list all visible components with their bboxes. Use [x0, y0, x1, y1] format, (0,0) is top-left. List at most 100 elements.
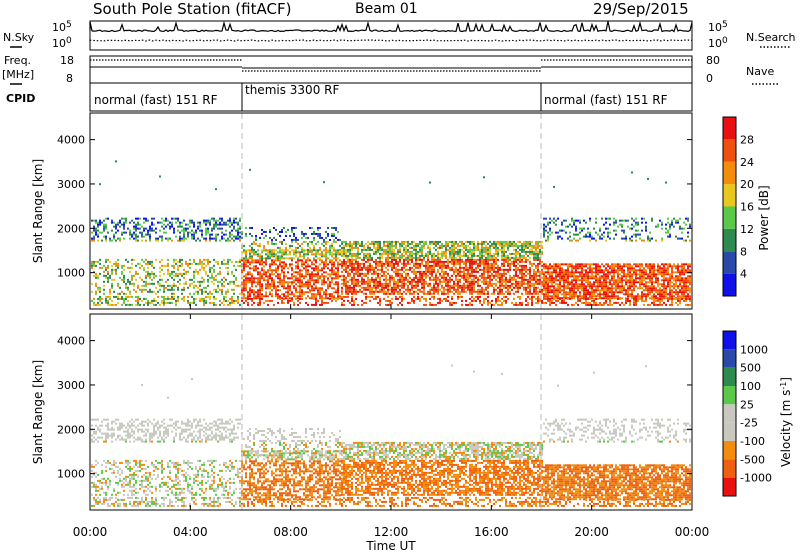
- range-cell: [527, 292, 529, 295]
- range-cell: [585, 271, 587, 274]
- nsky-exp-lo: 100: [52, 36, 72, 50]
- range-cell: [343, 250, 345, 253]
- range-cell: [565, 301, 567, 304]
- range-cell: [199, 260, 201, 263]
- range-cell: [575, 229, 577, 232]
- range-cell: [373, 272, 375, 275]
- range-cell: [429, 292, 431, 295]
- range-cell: [401, 240, 403, 243]
- freq-unit: [MHz]: [2, 68, 34, 81]
- range-cell: [495, 248, 497, 251]
- range-cell: [521, 256, 523, 259]
- range-cell: [439, 260, 441, 263]
- range-cell: [265, 283, 267, 286]
- range-cell: [215, 221, 217, 224]
- range-cell: [403, 240, 405, 243]
- range-cell: [459, 240, 461, 243]
- range-cell: [533, 270, 535, 273]
- range-cell: [321, 297, 323, 300]
- range-cell: [167, 278, 169, 281]
- range-cell: [609, 281, 611, 284]
- range-cell: [529, 266, 531, 269]
- range-cell: [471, 250, 473, 253]
- range-cell: [595, 279, 597, 282]
- range-cell: [303, 293, 305, 296]
- range-cell: [421, 248, 423, 251]
- range-cell: [323, 244, 325, 247]
- range-cell: [613, 263, 615, 266]
- range-cell: [305, 273, 307, 276]
- range-cell: [405, 244, 407, 247]
- range-cell: [383, 250, 385, 253]
- range-cell: [385, 292, 387, 295]
- range-cell: [271, 242, 273, 245]
- range-cell: [295, 265, 297, 268]
- range-cell: [471, 292, 473, 295]
- range-cell: [117, 301, 119, 304]
- range-cell: [353, 292, 355, 295]
- range-cell: [489, 276, 491, 279]
- range-cell: [223, 280, 225, 283]
- range-cell: [251, 275, 253, 278]
- range-cell: [571, 225, 573, 228]
- range-cell: [383, 288, 385, 291]
- range-cell: [269, 257, 271, 260]
- range-cell: [613, 223, 615, 226]
- range-cell: [541, 276, 543, 279]
- range-cell: [95, 276, 97, 279]
- range-cell: [399, 288, 401, 291]
- range-cell: [433, 276, 435, 279]
- range-cell: [387, 299, 389, 302]
- range-cell: [557, 283, 559, 286]
- range-cell: [259, 261, 261, 264]
- range-cell: [241, 251, 243, 254]
- range-cell: [483, 299, 485, 302]
- range-cell: [483, 258, 485, 261]
- range-cell: [451, 260, 453, 263]
- range-cell: [241, 299, 243, 302]
- range-cell: [275, 293, 277, 296]
- range-cell: [491, 303, 493, 306]
- range-cell: [265, 291, 267, 294]
- range-cell: [111, 303, 113, 306]
- range-cell: [323, 277, 325, 280]
- range-cell: [313, 267, 315, 270]
- range-cell: [251, 248, 253, 251]
- range-cell: [167, 239, 169, 242]
- range-cell: [209, 219, 211, 222]
- range-cell: [273, 242, 275, 245]
- range-cell: [317, 277, 319, 280]
- range-cell: [217, 272, 219, 275]
- range-cell: [591, 273, 593, 276]
- range-cell: [311, 271, 313, 274]
- range-cell: [203, 299, 205, 302]
- range-cell: [475, 258, 477, 261]
- range-cell: [347, 260, 349, 263]
- range-cell: [555, 231, 557, 234]
- range-cell: [291, 281, 293, 284]
- range-cell: [591, 297, 593, 300]
- range-cell: [453, 282, 455, 285]
- range-cell: [417, 262, 419, 265]
- range-cell: [429, 278, 431, 281]
- range-cell: [483, 270, 485, 273]
- range-cell: [379, 272, 381, 275]
- range-cell: [469, 252, 471, 255]
- range-cell: [355, 272, 357, 275]
- range-cell: [599, 283, 601, 286]
- range-cell: [397, 286, 399, 289]
- range-cell: [365, 268, 367, 271]
- range-cell: [503, 292, 505, 295]
- range-cell: [119, 225, 121, 228]
- range-cell: [589, 269, 591, 272]
- range-cell: [95, 282, 97, 285]
- range-cell: [379, 299, 381, 302]
- range-cell: [497, 254, 499, 257]
- range-cell: [555, 223, 557, 226]
- range-cell: [597, 277, 599, 280]
- range-cell: [287, 297, 289, 300]
- range-cell: [99, 231, 101, 234]
- range-cell: [231, 272, 233, 275]
- range-cell: [511, 256, 513, 259]
